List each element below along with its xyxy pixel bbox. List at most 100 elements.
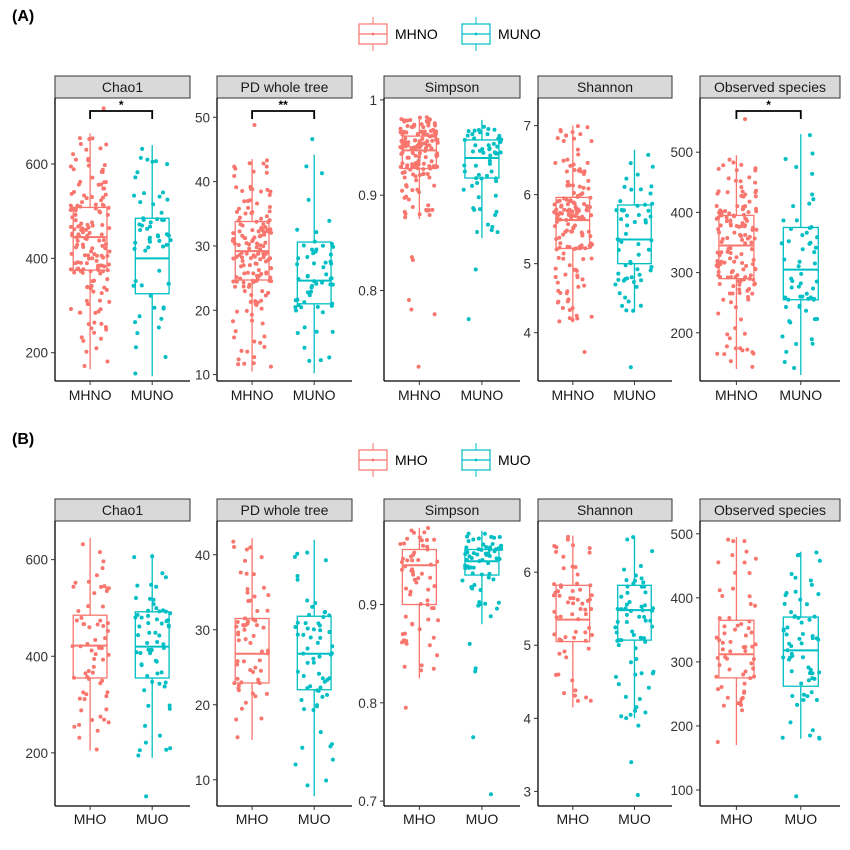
data-point [742, 560, 747, 565]
facet-strip [699, 498, 841, 522]
legend-label: MUO [498, 452, 531, 468]
data-point [305, 646, 310, 651]
data-point [102, 163, 107, 168]
data-point [728, 256, 733, 261]
data-point [732, 570, 737, 575]
data-point [628, 712, 633, 717]
data-point [328, 252, 333, 257]
data-point [85, 233, 90, 238]
data-point [741, 267, 746, 272]
data-point [743, 669, 748, 674]
data-point [622, 567, 627, 572]
data-point [643, 590, 648, 595]
data-point [799, 681, 804, 686]
data-point [634, 657, 639, 662]
data-point [728, 359, 733, 364]
data-point [716, 189, 721, 194]
data-point [475, 552, 480, 557]
data-point [95, 266, 100, 271]
data-point [77, 310, 82, 315]
data-point [616, 237, 621, 242]
data-point [419, 122, 424, 127]
data-point [478, 587, 483, 592]
data-point [733, 275, 738, 280]
data-point [317, 654, 322, 659]
data-point [242, 271, 247, 276]
data-point [69, 251, 74, 256]
data-point [73, 157, 78, 162]
y-tick-label: 200 [670, 719, 693, 734]
data-point [231, 279, 236, 284]
data-point [165, 162, 170, 167]
data-point [426, 587, 431, 592]
data-point [753, 267, 758, 272]
data-point [81, 690, 86, 695]
data-point [426, 123, 431, 128]
data-point [480, 558, 485, 563]
data-point [780, 334, 785, 339]
data-point [743, 633, 748, 638]
data-point [715, 351, 720, 356]
data-point [268, 256, 273, 261]
data-point [255, 608, 260, 613]
data-point [157, 681, 162, 686]
data-point [99, 321, 104, 326]
data-point [422, 530, 427, 535]
data-point [100, 566, 105, 571]
data-point [268, 364, 273, 369]
data-point [264, 270, 269, 275]
data-point [478, 207, 483, 212]
data-point [94, 346, 99, 351]
data-point [487, 158, 492, 163]
data-point [253, 694, 258, 699]
data-point [146, 608, 151, 613]
data-point [752, 674, 757, 679]
facet-strip [537, 75, 673, 99]
data-point [93, 202, 98, 207]
data-point [491, 577, 496, 582]
data-point [586, 229, 591, 234]
data-point [717, 210, 722, 215]
data-point [742, 224, 747, 229]
data-point [552, 582, 557, 587]
data-point [750, 227, 755, 232]
data-point [810, 192, 815, 197]
data-point [101, 559, 106, 564]
data-point [493, 193, 498, 198]
data-point [566, 222, 571, 227]
data-point [472, 136, 477, 141]
box-group-mhno: MHNO [231, 123, 274, 403]
data-point [161, 306, 166, 311]
data-point [494, 556, 499, 561]
data-point [157, 609, 162, 614]
data-point [236, 632, 241, 637]
data-point [259, 306, 264, 311]
data-point [484, 173, 489, 178]
data-point [320, 243, 325, 248]
data-point [166, 618, 171, 623]
facet-title: Observed species [714, 79, 826, 95]
data-point [639, 576, 644, 581]
data-point [306, 197, 311, 202]
data-point [301, 651, 306, 656]
data-point [720, 593, 725, 598]
data-point [737, 291, 742, 296]
data-point [133, 596, 138, 601]
data-point [732, 627, 737, 632]
data-point [721, 703, 726, 708]
data-point [80, 542, 85, 547]
data-point [570, 588, 575, 593]
data-point [245, 270, 250, 275]
data-point [265, 187, 270, 192]
data-point [718, 223, 723, 228]
data-point [739, 252, 744, 257]
data-point [68, 267, 73, 272]
data-point [472, 207, 477, 212]
data-point [305, 550, 310, 555]
data-point [135, 331, 140, 336]
data-point [486, 143, 491, 148]
outlier-point [628, 365, 633, 370]
data-point [625, 537, 630, 542]
data-point [315, 688, 320, 693]
data-point [161, 646, 166, 651]
